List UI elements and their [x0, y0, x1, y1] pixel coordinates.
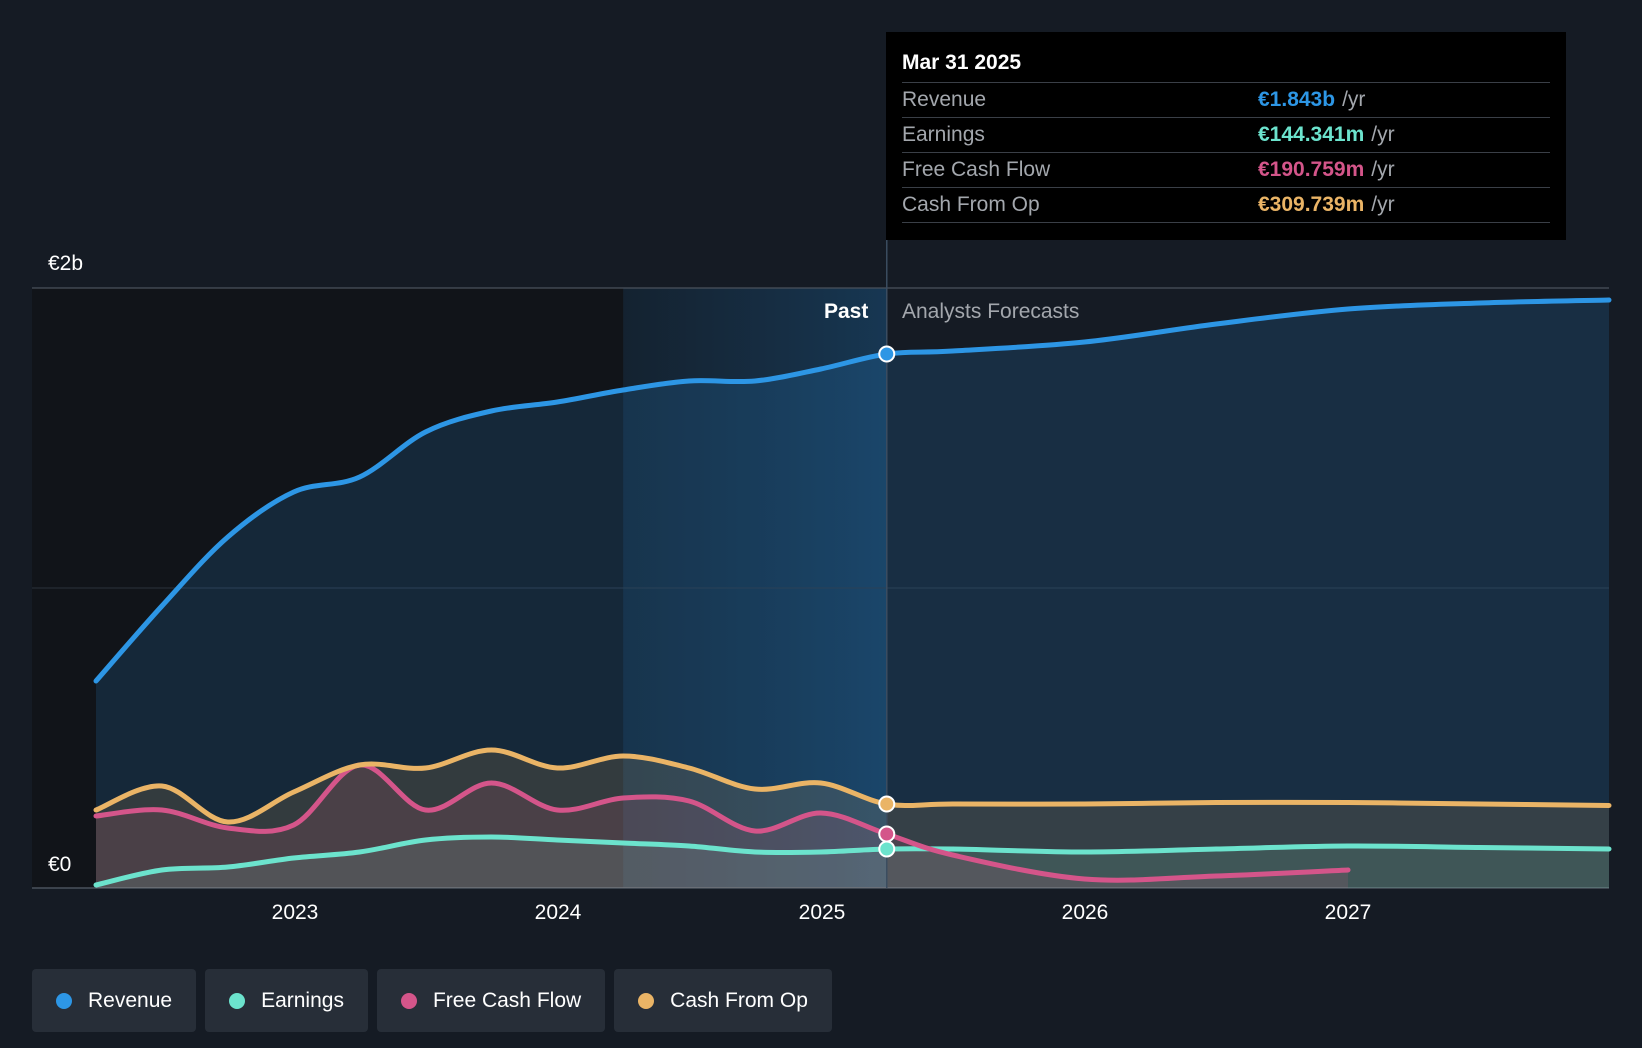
- line-earnings: [93, 834, 1612, 888]
- legend-label: Free Cash Flow: [432, 988, 582, 1012]
- tooltip-row-free-cash-flow: Free Cash Flow €190.759m /yr: [902, 152, 1550, 187]
- legend-dot-icon: [229, 992, 246, 1009]
- x-tick-label: 2025: [798, 901, 846, 924]
- series-lines: [93, 297, 1612, 888]
- line-free-cash-flow: [93, 762, 1351, 883]
- tooltip-label: Cash From Op: [902, 193, 1040, 216]
- tooltip-value: €1.843b: [1258, 88, 1336, 111]
- gridlines: [32, 287, 1609, 889]
- tooltip-unit: /yr: [1371, 123, 1395, 146]
- x-tick-label: 2026: [1061, 901, 1109, 924]
- forecast-label: Analysts Forecasts: [902, 300, 1080, 323]
- tooltip-date: Mar 31 2025: [902, 51, 1022, 74]
- marker-free-cash-flow: [878, 825, 896, 843]
- legend-label: Cash From Op: [670, 988, 808, 1012]
- marker-revenue: [878, 345, 896, 363]
- marker-earnings: [878, 840, 896, 858]
- legend-item-free-cash-flow[interactable]: Free Cash Flow: [376, 969, 606, 1032]
- marker-cash-from-op: [878, 795, 896, 813]
- y-tick-label-zero: €0: [48, 853, 72, 876]
- tooltip: Mar 31 2025 Revenue €1.843b /yr Earnings…: [886, 32, 1566, 240]
- legend-label: Earnings: [261, 988, 344, 1012]
- legend-label: Revenue: [88, 988, 173, 1012]
- y-tick-label-max: €2b: [48, 252, 84, 275]
- tooltip-unit: /yr: [1371, 193, 1395, 216]
- legend-dot-icon: [56, 992, 72, 1009]
- tooltip-row-earnings: Earnings €144.341m /yr: [902, 117, 1550, 152]
- tooltip-value: €144.341m: [1258, 123, 1365, 146]
- series-markers: [878, 345, 896, 858]
- legend-item-revenue[interactable]: Revenue: [32, 969, 197, 1032]
- legend-item-cash-from-op[interactable]: Cash From Op: [614, 969, 832, 1032]
- tooltip-value: €190.759m: [1258, 158, 1365, 181]
- x-tick-label: 2024: [534, 901, 582, 924]
- x-tick-label: 2027: [1324, 901, 1372, 924]
- legend-dot-icon: [638, 992, 655, 1009]
- legend-dot-icon: [400, 992, 417, 1009]
- line-revenue: [93, 297, 1612, 684]
- x-tick-label: 2023: [271, 901, 319, 924]
- tooltip-unit: /yr: [1371, 158, 1395, 181]
- tooltip-label: Earnings: [902, 123, 985, 146]
- legend: Revenue Earnings Free Cash Flow Cash Fro…: [32, 969, 841, 1032]
- tooltip-unit: /yr: [1342, 88, 1366, 111]
- past-label: Past: [824, 300, 869, 323]
- tooltip-label: Free Cash Flow: [902, 158, 1051, 181]
- area-free-cash-flow: [96, 764, 1349, 888]
- tooltip-value: €309.739m: [1258, 193, 1365, 216]
- tooltip-row-revenue: Revenue €1.843b /yr: [902, 82, 1550, 117]
- line-cash-from-op: [93, 747, 1612, 825]
- tooltip-row-cash-from-op: Cash From Op €309.739m /yr: [902, 187, 1550, 223]
- tooltip-label: Revenue: [902, 88, 987, 111]
- area-revenue: [96, 300, 1609, 888]
- legend-item-earnings[interactable]: Earnings: [205, 969, 368, 1032]
